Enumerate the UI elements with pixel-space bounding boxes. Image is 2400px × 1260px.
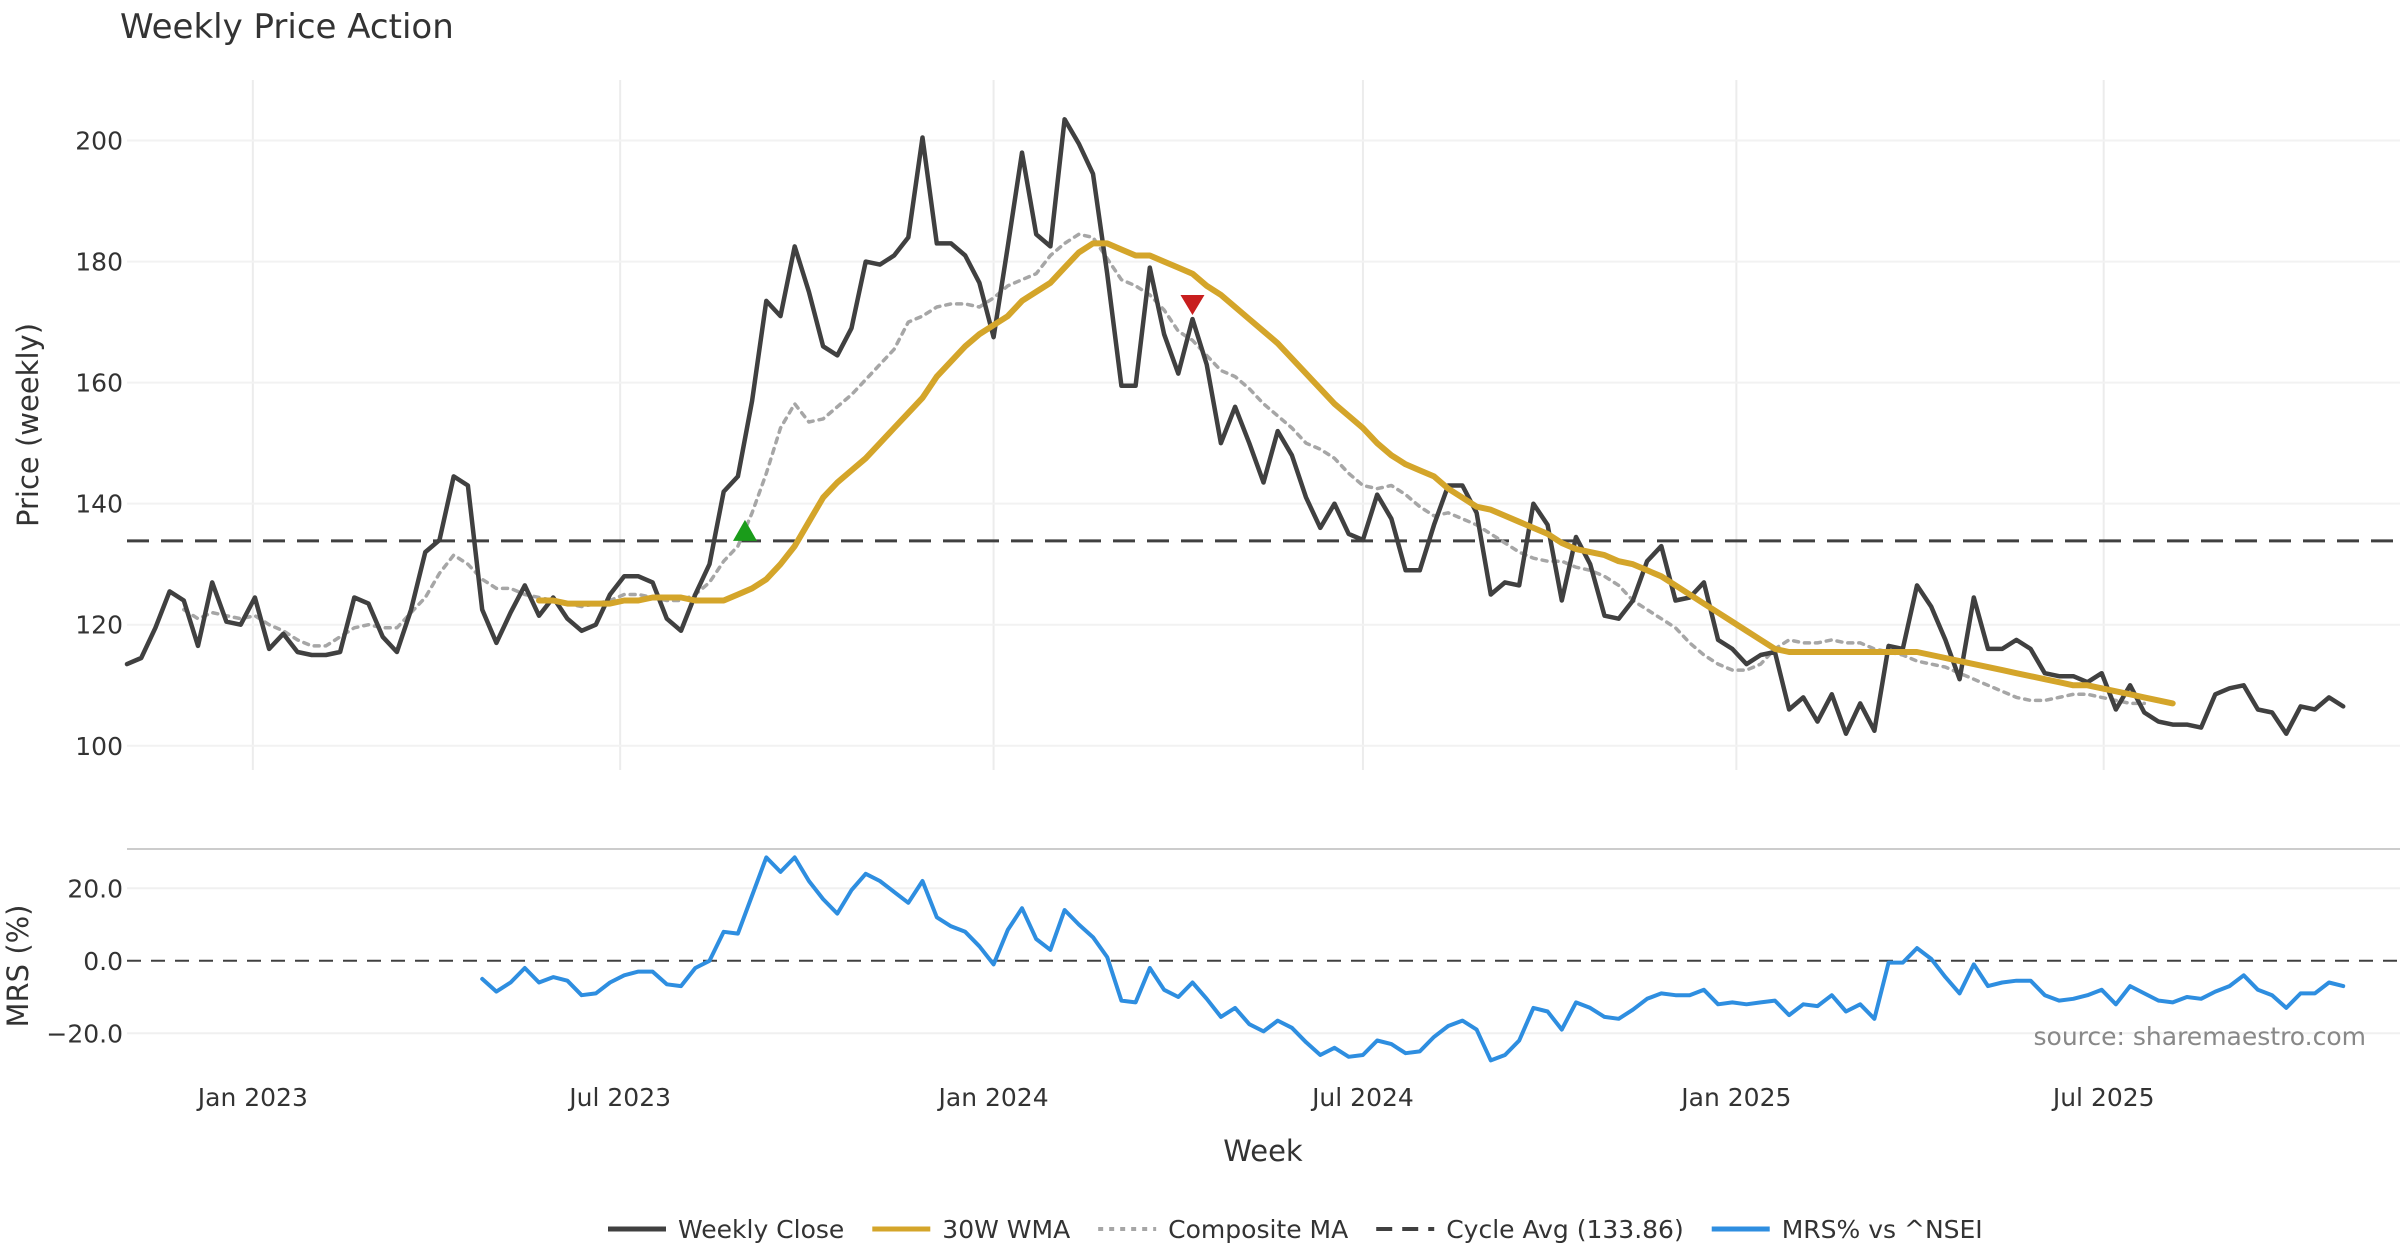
mrs-y-tick-label: −20.0 <box>46 1019 123 1048</box>
sell-signal-marker <box>1180 294 1205 315</box>
x-axis-label: Week <box>1223 1134 1303 1168</box>
x-tick-label: Jul 2024 <box>1310 1083 1414 1112</box>
price-y-tick-label: 160 <box>75 369 123 398</box>
price-y-tick-label: 100 <box>75 732 123 761</box>
legend-item: MRS% vs ^NSEI <box>1711 1215 1983 1244</box>
legend-label: Cycle Avg (133.86) <box>1446 1215 1684 1244</box>
mrs-y-tick-label: 0.0 <box>83 947 123 976</box>
x-tick-label: Jan 2025 <box>1679 1083 1791 1112</box>
signal-markers <box>732 294 1205 541</box>
legend-item: Composite MA <box>1098 1215 1348 1244</box>
legend-label: 30W WMA <box>942 1215 1070 1244</box>
composite-ma-line <box>182 232 2147 706</box>
weekly-close-line <box>124 117 2346 736</box>
price-y-tick-label: 140 <box>75 490 123 519</box>
legend-label: MRS% vs ^NSEI <box>1782 1215 1983 1244</box>
x-tick-label: Jan 2023 <box>196 1083 308 1112</box>
legend-item: Cycle Avg (133.86) <box>1376 1215 1684 1244</box>
mrs-y-tick-label: 20.0 <box>67 874 123 903</box>
mrs-y-axis-label: MRS (%) <box>1 905 35 1028</box>
price-y-axis-label: Price (weekly) <box>11 323 45 527</box>
buy-signal-marker <box>732 519 757 541</box>
legend: Weekly Close 30W WMA Composite MA Cycle Avg… <box>608 1215 1983 1244</box>
30w-wma-line <box>536 240 2176 707</box>
price-series <box>124 117 2346 736</box>
source-note: source: sharemaestro.com <box>2034 1022 2367 1051</box>
x-tick-label: Jul 2023 <box>567 1083 671 1112</box>
mrs-y-ticks: 20.0 0.0 −20.0 <box>46 874 123 1048</box>
mrs-line <box>480 855 2346 1063</box>
price-y-tick-label: 180 <box>75 248 123 277</box>
legend-label: Composite MA <box>1168 1215 1348 1244</box>
x-axis-ticks: Jan 2023 Jul 2023 Jan 2024 Jul 2024 Jan 2025… <box>196 1083 2155 1112</box>
x-tick-label: Jan 2024 <box>937 1083 1049 1112</box>
chart-title: Weekly Price Action <box>120 7 454 47</box>
price-gridlines <box>127 80 2400 770</box>
mrs-series <box>480 855 2346 1063</box>
legend-label: Weekly Close <box>678 1215 844 1244</box>
price-y-tick-label: 200 <box>75 127 123 156</box>
x-tick-label: Jul 2025 <box>2051 1083 2155 1112</box>
legend-item: 30W WMA <box>872 1215 1070 1244</box>
price-y-ticks: 100 120 140 160 180 200 <box>75 127 123 761</box>
legend-item: Weekly Close <box>608 1215 844 1244</box>
price-y-tick-label: 120 <box>75 611 123 640</box>
